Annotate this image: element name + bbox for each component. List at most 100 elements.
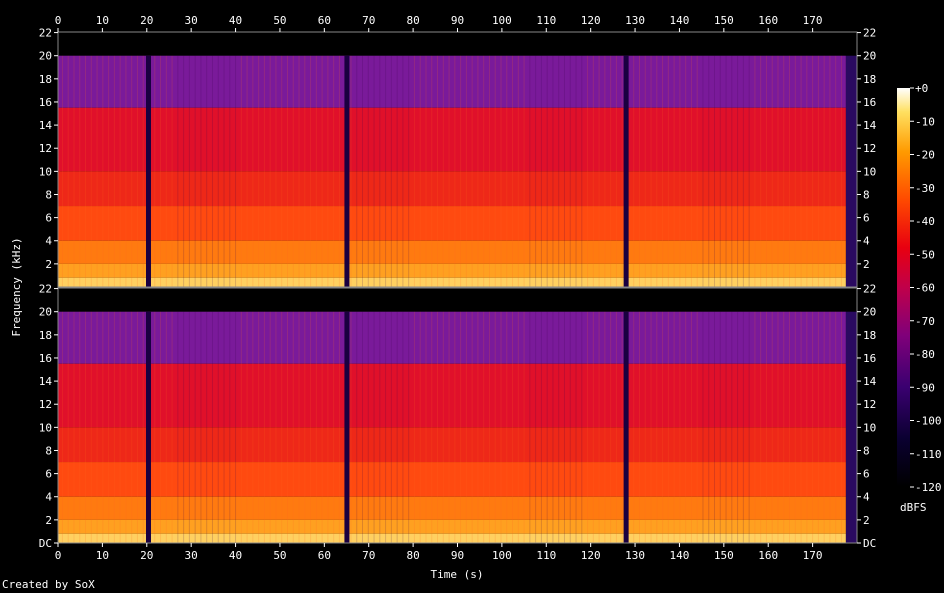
y-tick-label: 10 (863, 421, 876, 434)
x-tick-label: 30 (185, 549, 198, 562)
y-tick-label: 20 (863, 50, 876, 63)
x-tick-label: 0 (55, 549, 62, 562)
y-tick-label: 16 (39, 352, 52, 365)
x-tick-label: 110 (536, 14, 556, 27)
colorbar-tick-label: -60 (915, 282, 935, 295)
y-tick-label: 14 (863, 119, 877, 132)
y-tick-label: 8 (45, 188, 52, 201)
x-tick-label: 20 (140, 549, 153, 562)
x-tick-label: 90 (451, 549, 464, 562)
x-tick-label: 100 (492, 14, 512, 27)
channel-1-panel (57, 31, 858, 288)
y-tick-label: 14 (39, 119, 53, 132)
y-axis-label: Frequency (kHz) (10, 237, 23, 336)
spectral-band (58, 206, 846, 241)
x-tick-label: 50 (273, 549, 286, 562)
x-tick-label: 90 (451, 14, 464, 27)
spectral-band (58, 462, 846, 497)
spectral-band (58, 171, 846, 207)
colorbar (897, 88, 910, 487)
x-tick-label: 120 (581, 14, 601, 27)
x-tick-label: 170 (803, 549, 823, 562)
colorbar-tick-label: -70 (915, 315, 935, 328)
x-tick-label: 130 (625, 549, 645, 562)
x-tick-label: 70 (362, 549, 375, 562)
y-tick-label: 8 (863, 188, 870, 201)
y-tick-label: 12 (863, 142, 876, 155)
silent-gap (344, 55, 350, 287)
x-axis-label: Time (s) (431, 568, 484, 581)
silent-gap (145, 311, 151, 543)
spectral-band (58, 263, 846, 278)
y-tick-label: 20 (39, 50, 52, 63)
x-tick-label: 110 (536, 549, 556, 562)
colorbar-tick-label: -30 (915, 182, 935, 195)
spectral-band (58, 311, 846, 364)
spectral-band (58, 533, 846, 543)
y-tick-label: DC (39, 537, 52, 550)
x-tick-label: 40 (229, 14, 242, 27)
y-tick-label: 4 (45, 491, 52, 504)
x-tick-label: 140 (670, 14, 690, 27)
y-tick-label: 18 (39, 73, 52, 86)
x-tick-label: 140 (670, 549, 690, 562)
y-tick-label: 22 (39, 283, 52, 296)
channel-2-panel (57, 287, 858, 544)
credit-text: Created by SoX (2, 578, 95, 591)
colorbar-label: dBFS (900, 501, 927, 514)
y-tick-label: 12 (39, 398, 52, 411)
colorbar-tick-label: -50 (915, 248, 935, 261)
spectral-band (58, 107, 846, 172)
x-tick-label: 80 (406, 14, 419, 27)
y-tick-label: 4 (863, 491, 870, 504)
x-tick-label: 100 (492, 549, 512, 562)
y-tick-label: 10 (863, 165, 876, 178)
y-tick-label: 18 (39, 329, 52, 342)
y-tick-label: DC (863, 537, 876, 550)
y-tick-label: 8 (45, 444, 52, 457)
y-tick-label: 12 (863, 398, 876, 411)
y-tick-label: 22 (863, 27, 876, 40)
spectral-band (58, 277, 846, 287)
x-tick-label: 70 (362, 14, 375, 27)
y-tick-label: 6 (863, 468, 870, 481)
colorbar-tick-label: -110 (915, 448, 942, 461)
x-tick-label: 60 (318, 14, 331, 27)
y-tick-label: 22 (39, 27, 52, 40)
silent-gap (623, 311, 629, 543)
x-tick-label: 40 (229, 549, 242, 562)
y-tick-label: 12 (39, 142, 52, 155)
y-tick-label: 20 (863, 306, 876, 319)
y-tick-label: 2 (45, 258, 52, 271)
x-tick-label: 60 (318, 549, 331, 562)
y-tick-label: 2 (863, 514, 870, 527)
x-tick-label: 150 (714, 549, 734, 562)
y-tick-label: 2 (45, 514, 52, 527)
y-tick-label: 14 (863, 375, 877, 388)
x-tick-label: 120 (581, 549, 601, 562)
x-tick-label: 10 (96, 14, 109, 27)
colorbar-tick-label: -120 (915, 481, 942, 494)
fade-out-tail (845, 311, 857, 543)
colorbar-tick-label: -100 (915, 415, 942, 428)
y-tick-label: 6 (45, 212, 52, 225)
colorbar-tick-label: -40 (915, 215, 935, 228)
x-tick-label: 170 (803, 14, 823, 27)
y-tick-label: 22 (863, 283, 876, 296)
spectral-band (58, 427, 846, 463)
silent-gap (145, 55, 151, 287)
y-tick-label: 16 (39, 96, 52, 109)
y-tick-label: 14 (39, 375, 53, 388)
spectral-band (58, 55, 846, 108)
x-tick-label: 80 (406, 549, 419, 562)
y-tick-label: 18 (863, 329, 876, 342)
silent-gap (344, 311, 350, 543)
x-tick-label: 160 (758, 549, 778, 562)
y-tick-label: 10 (39, 421, 52, 434)
colorbar-tick-label: +0 (915, 82, 928, 95)
spectral-band (58, 496, 846, 520)
y-tick-label: 6 (45, 468, 52, 481)
y-tick-label: 8 (863, 444, 870, 457)
silent-gap (623, 55, 629, 287)
